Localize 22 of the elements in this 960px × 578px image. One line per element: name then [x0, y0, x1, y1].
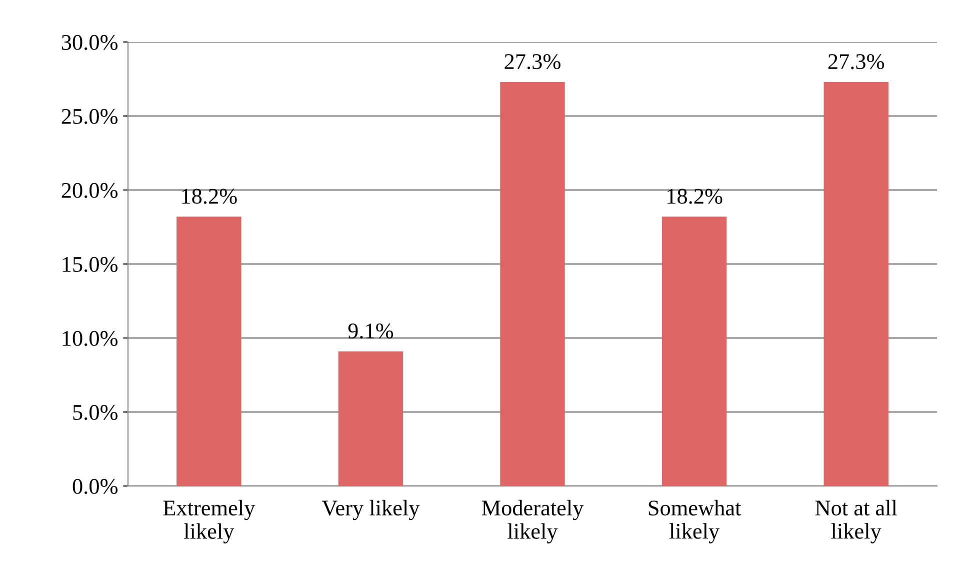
bar	[662, 216, 727, 486]
data-label: 9.1%	[348, 323, 394, 339]
y-tick-label: 10.0%	[62, 330, 118, 346]
x-tick-label: Not at all likely	[815, 500, 897, 544]
bar	[338, 351, 404, 486]
y-tick-label: 5.0%	[73, 404, 118, 420]
y-tick-label: 30.0%	[62, 34, 118, 50]
y-tick-label: 25.0%	[62, 108, 118, 124]
bar	[824, 82, 888, 486]
bar	[500, 82, 565, 486]
data-label: 27.3%	[828, 54, 884, 70]
y-tick-label: 0.0%	[72, 478, 118, 494]
x-tick-label: Extremely likely	[163, 500, 256, 544]
data-label: 27.3%	[504, 54, 560, 70]
x-tick-label: Moderately likely	[482, 500, 584, 544]
y-tick-label: 15.0%	[62, 256, 118, 272]
data-label: 18.2%	[668, 188, 722, 204]
y-tick-label: 20.0%	[62, 182, 118, 198]
x-tick-label: Very likely	[322, 500, 420, 520]
data-label: 18.2%	[182, 188, 237, 204]
x-tick-label: Somewhat likely	[648, 500, 742, 544]
bar	[176, 216, 242, 486]
